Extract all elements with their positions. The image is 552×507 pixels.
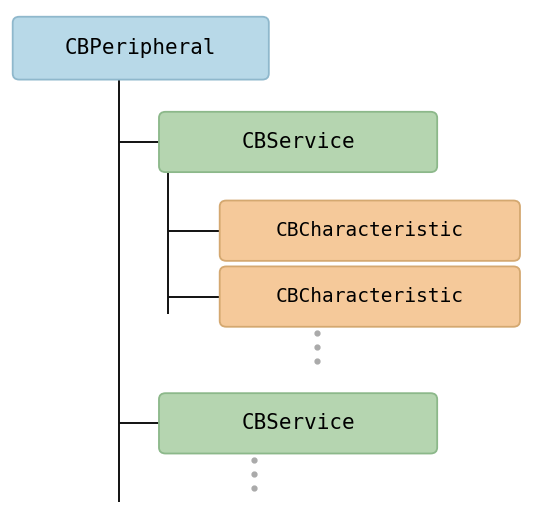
FancyBboxPatch shape (159, 393, 437, 453)
FancyBboxPatch shape (220, 267, 520, 327)
FancyBboxPatch shape (159, 112, 437, 172)
Text: CBService: CBService (241, 132, 355, 152)
Text: CBPeripheral: CBPeripheral (65, 38, 216, 58)
FancyBboxPatch shape (13, 17, 269, 80)
Text: CBCharacteristic: CBCharacteristic (276, 287, 464, 306)
FancyBboxPatch shape (220, 200, 520, 261)
Text: CBCharacteristic: CBCharacteristic (276, 221, 464, 240)
Text: CBService: CBService (241, 413, 355, 433)
